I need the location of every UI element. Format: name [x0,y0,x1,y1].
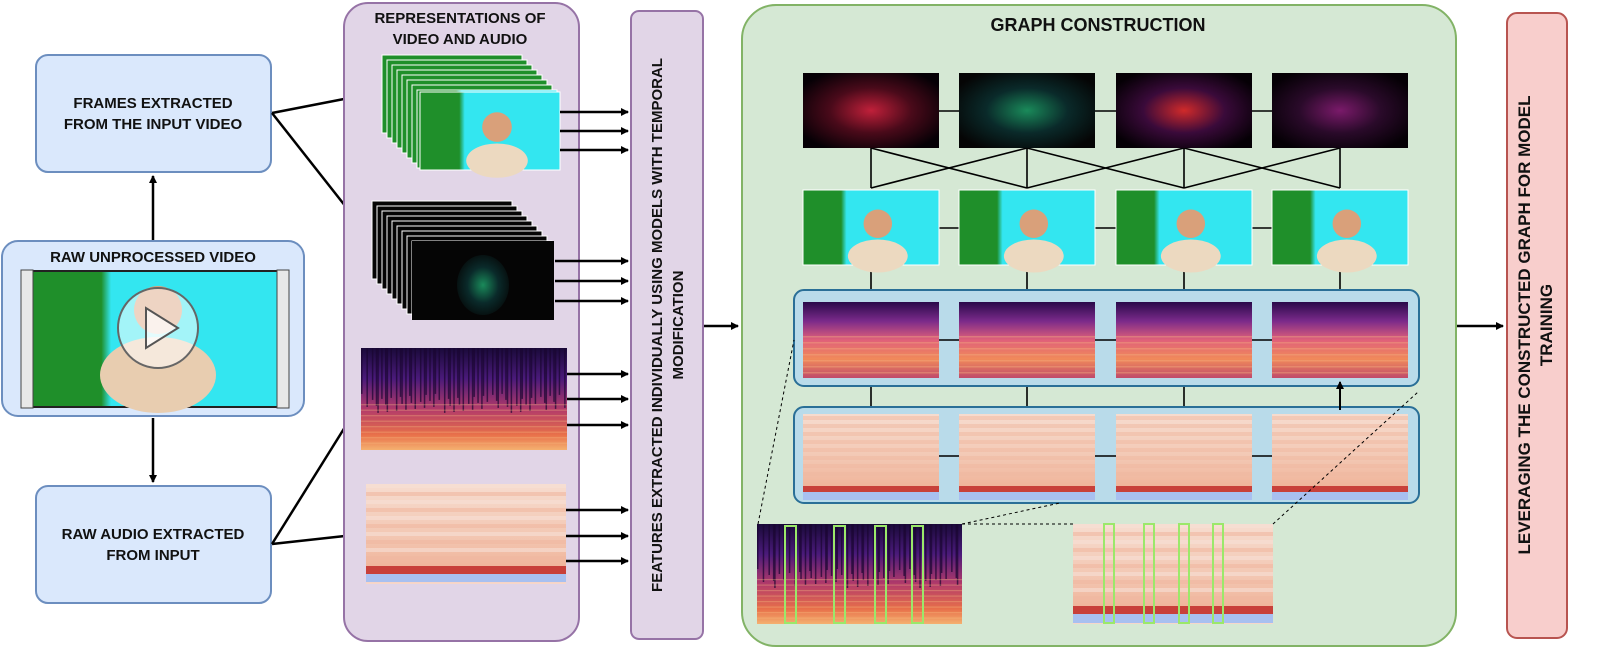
raw-video-box: RAW UNPROCESSED VIDEO [1,240,305,417]
features-line2: MODIFICATION [670,271,687,380]
zoom-lines [757,339,1419,525]
mfcc-sample [1073,523,1273,624]
group-edges [939,339,1272,457]
flow-node [959,73,1095,148]
frames-box: FRAMES EXTRACTED FROM THE INPUT VIDEO [35,54,272,173]
frames-box-line2: FROM THE INPUT VIDEO [64,116,243,133]
flow-node [1116,73,1252,148]
flow-node [1272,73,1408,148]
sample-window [874,525,887,624]
play-icon[interactable] [117,287,199,369]
mfcc-heatmap [366,484,566,584]
frame-stack [381,54,561,178]
sample-window [784,525,797,624]
frame-node [958,189,1096,273]
spec-node [1272,302,1408,378]
frames-box-line1: FRAMES EXTRACTED [73,95,232,112]
frame-node [802,189,940,273]
sample-window [1143,523,1155,624]
sample-window [1103,523,1115,624]
audio-box-line1: RAW AUDIO EXTRACTED [62,526,245,543]
sample-window [911,525,924,624]
mfcc-node-group [793,406,1420,504]
training-line1: LEVERAGING THE CONSTRUCTED GRAPH FOR MOD… [1515,95,1534,554]
flow-node [803,73,939,148]
optical-flow-stack [371,200,554,320]
training-line2: TRAINING [1537,284,1556,366]
graph-title: GRAPH CONSTRUCTION [991,15,1206,35]
audio-box-line2: FROM INPUT [106,547,199,564]
repr-arrows [555,108,629,565]
frame-front [419,91,561,178]
representations-line1: REPRESENTATIONS OF [374,10,545,27]
frame-node [1271,189,1409,273]
flow-front [412,241,554,320]
spec-node [959,302,1095,378]
sample-window [1212,523,1224,624]
spectrogram-sample [757,524,962,624]
audio-spec-node-group [793,289,1420,387]
spec-node [1116,302,1252,378]
features-panel: FEATURES EXTRACTED INDIVIDUALLY USING MO… [630,10,704,640]
graph-nodes [757,73,1420,525]
representations-line2: VIDEO AND AUDIO [393,31,528,48]
sample-window [1178,523,1190,624]
features-line1: FEATURES EXTRACTED INDIVIDUALLY USING MO… [649,58,666,592]
sample-window [833,525,846,624]
audio-box: RAW AUDIO EXTRACTED FROM INPUT [35,485,272,604]
spec-node [803,302,939,378]
raw-video-title: RAW UNPROCESSED VIDEO [50,249,256,266]
spectrogram [361,348,567,450]
frame-node [1115,189,1253,273]
training-panel: LEVERAGING THE CONSTRUCTED GRAPH FOR MOD… [1506,12,1568,639]
